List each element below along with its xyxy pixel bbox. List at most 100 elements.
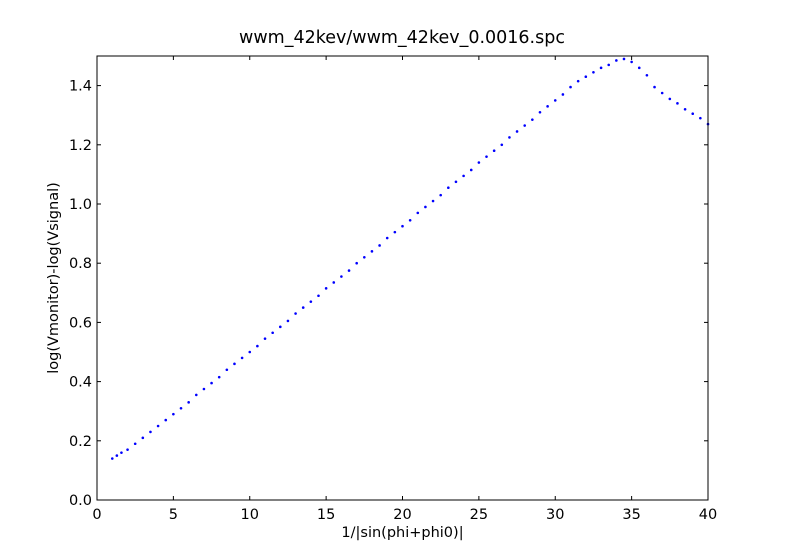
scatter-point [179,406,183,410]
y-tick-label: 0.2 [69,434,92,450]
y-tick-label: 0.0 [69,493,92,509]
scatter-point [508,136,511,139]
scatter-point [385,236,389,240]
scatter-point [645,73,649,77]
y-tick-label: 0.8 [69,256,92,272]
chart-title: wwm_42kev/wwm_42kev_0.0016.spc [239,28,565,48]
scatter-point [393,230,397,234]
y-tick-label: 1.4 [69,79,92,95]
scatter-point [592,70,595,74]
scatter-point [630,60,633,64]
scatter-point [378,244,381,247]
y-tick-label: 1.0 [69,197,92,213]
scatter-point [668,97,672,101]
scatter-point [569,85,572,89]
scatter-point [263,337,267,340]
scatter-point [622,57,626,61]
scatter-point [691,112,695,116]
x-tick-label: 0 [92,507,101,523]
scatter-point [553,99,557,102]
scatter-point [194,393,198,397]
x-tick-label: 10 [241,507,259,523]
scatter-point [447,186,450,190]
scatter-point [599,66,603,70]
scatter-point [370,250,374,253]
scatter-point [615,59,618,62]
x-tick-label: 40 [699,507,717,523]
scatter-point [492,149,496,153]
x-tick-label: 35 [622,507,640,523]
scatter-point [515,130,519,133]
scatter-point [115,454,119,457]
x-axis-label: 1/|sin(phi+phi0)| [341,525,463,541]
scatter-point [324,287,328,290]
scatter-point [523,124,526,127]
scatter-point [401,224,404,228]
scatter-point [683,107,687,111]
y-tick-label: 1.2 [69,138,92,154]
scatter-point [202,387,206,391]
scatter-point [256,344,259,348]
scatter-point [149,430,152,434]
scatter-point [676,102,679,105]
scatter-point [439,193,442,197]
scatter-point [286,319,290,323]
scatter-point [431,199,435,203]
scatter-point [699,116,702,120]
scatter-point [500,143,504,147]
scatter-point [332,281,336,284]
scatter-point [538,110,542,114]
x-tick-label: 30 [546,507,564,523]
scatter-point [355,261,358,265]
scatter-point [561,93,565,96]
scatter-point [164,418,168,422]
scatter-point [210,381,213,385]
scatter-point [363,255,366,259]
scatter-point [301,306,305,309]
scatter-point [347,269,351,272]
scatter-point [187,401,190,404]
scatter-point [133,442,137,446]
scatter-point [217,375,221,379]
scatter-point [225,368,229,372]
scatter-point [110,457,114,460]
scatter-point [546,105,549,108]
x-tick-label: 5 [169,507,178,523]
plot-area-frame [96,55,709,501]
y-tick-label: 0.4 [69,375,92,391]
scatter-point [424,205,427,209]
scatter-points [110,57,710,460]
scatter-point [156,424,160,428]
scatter-point [416,211,420,215]
scatter-point [637,66,641,70]
scatter-point [576,79,580,83]
scatter-point [317,294,320,298]
y-axis-label: log(Vmonitor)-log(Vsignal) [46,182,62,374]
scatter-point [477,161,481,164]
scatter-point [233,362,236,366]
y-tick-label: 0.6 [69,315,92,331]
scatter-point [408,218,412,222]
scatter-point [653,85,656,89]
scatter-point [120,451,123,454]
scatter-point [172,412,175,416]
scatter-point [141,436,145,440]
scatter-point [248,350,252,354]
scatter-point [531,118,534,121]
scatter-point [469,168,473,172]
scatter-point [126,448,129,451]
scatter-point [309,300,313,303]
scatter-point [660,91,664,95]
axis-tick-labels: 0 5 10 15 20 25 30 35 40 0.0 0.2 0.4 0.6 0.8 1.0 1.2 1.4 [69,79,717,523]
scatter-point [462,174,465,178]
x-tick-label: 20 [393,507,411,523]
scatter-point [607,63,611,67]
scatter-point [454,180,458,184]
scatter-point [340,275,343,278]
scatter-point [294,312,297,315]
scatter-point [240,356,244,360]
x-tick-label: 15 [317,507,335,523]
scatter-point [584,75,588,79]
